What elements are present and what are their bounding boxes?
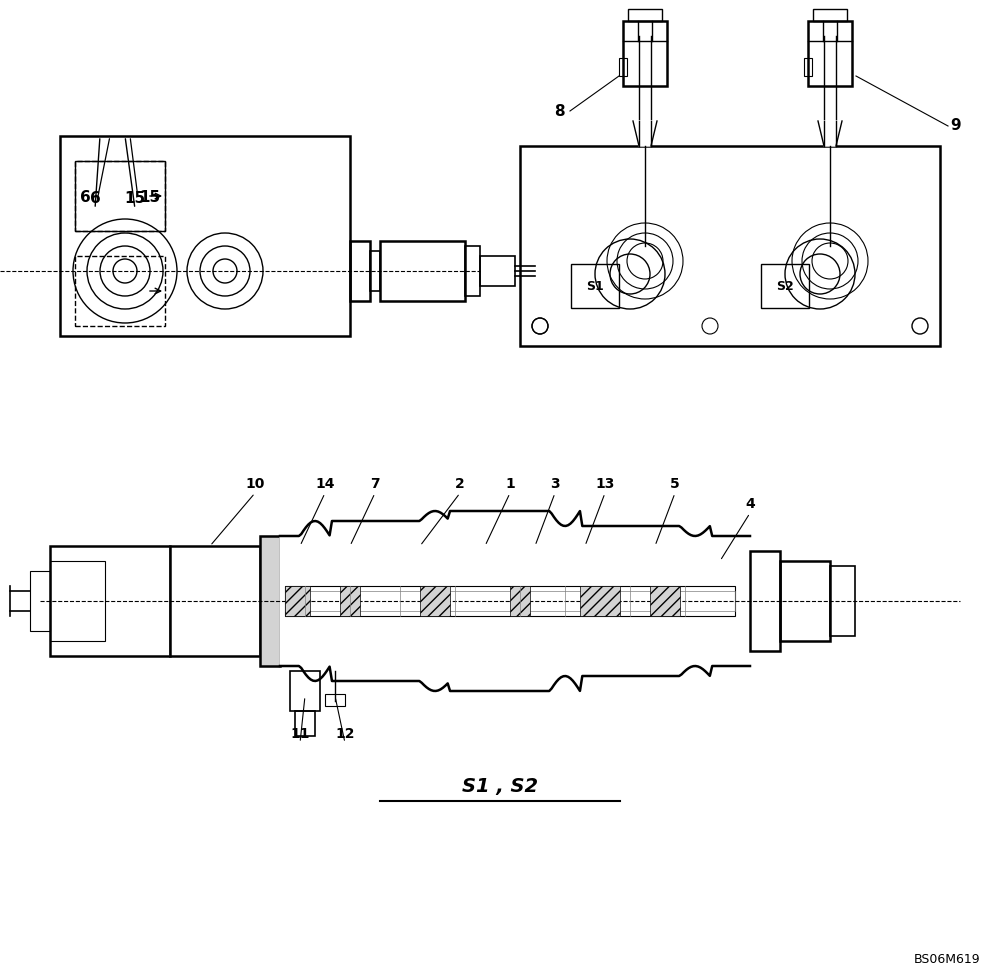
- Bar: [780, 561, 830, 641]
- Text: 15: 15: [139, 190, 161, 206]
- Text: S1 , S2: S1 , S2: [462, 777, 538, 796]
- Bar: [830, 566, 855, 636]
- FancyBboxPatch shape: [761, 264, 809, 308]
- Bar: [619, 58, 627, 76]
- Text: 12: 12: [335, 727, 355, 741]
- Bar: [50, 546, 170, 656]
- Polygon shape: [633, 121, 657, 146]
- Bar: [480, 256, 515, 286]
- Text: BS06M619: BS06M619: [913, 953, 980, 966]
- Bar: [260, 536, 280, 666]
- Bar: [290, 671, 320, 711]
- Polygon shape: [170, 546, 260, 656]
- Bar: [580, 586, 620, 616]
- Text: 3: 3: [550, 477, 560, 491]
- Text: 9: 9: [950, 118, 961, 134]
- Text: 14: 14: [315, 477, 335, 491]
- Bar: [75, 161, 165, 231]
- Text: 10: 10: [245, 477, 265, 491]
- Bar: [808, 21, 852, 86]
- Bar: [285, 591, 735, 611]
- Bar: [623, 21, 667, 86]
- FancyBboxPatch shape: [571, 264, 619, 308]
- Bar: [50, 561, 105, 641]
- Bar: [813, 9, 847, 21]
- Bar: [295, 711, 315, 736]
- Bar: [465, 246, 480, 296]
- Bar: [750, 551, 780, 651]
- Text: 7: 7: [370, 477, 380, 491]
- Text: 5: 5: [670, 477, 680, 491]
- Bar: [340, 586, 360, 616]
- Text: 4: 4: [745, 497, 755, 511]
- Bar: [520, 146, 940, 346]
- Bar: [650, 586, 680, 616]
- Bar: [370, 251, 380, 291]
- Bar: [628, 9, 662, 21]
- Text: 15: 15: [124, 191, 146, 206]
- Bar: [804, 58, 812, 76]
- Bar: [75, 256, 165, 326]
- Text: 1: 1: [505, 477, 515, 491]
- Bar: [285, 586, 735, 616]
- Bar: [350, 241, 370, 301]
- Bar: [510, 586, 530, 616]
- Bar: [325, 694, 345, 706]
- Text: 6: 6: [80, 190, 90, 206]
- Text: S1: S1: [586, 279, 604, 293]
- Text: 8: 8: [554, 103, 565, 118]
- Bar: [285, 586, 310, 616]
- Polygon shape: [818, 121, 842, 146]
- Text: 11: 11: [290, 727, 310, 741]
- Polygon shape: [260, 536, 280, 666]
- Polygon shape: [280, 511, 750, 691]
- Text: 6: 6: [90, 191, 100, 206]
- Bar: [75, 161, 165, 231]
- Bar: [30, 571, 50, 631]
- Bar: [170, 546, 260, 656]
- Text: S2: S2: [776, 279, 794, 293]
- Text: 2: 2: [455, 477, 465, 491]
- Bar: [380, 241, 465, 301]
- Bar: [420, 586, 450, 616]
- Text: 13: 13: [595, 477, 615, 491]
- Bar: [60, 136, 350, 336]
